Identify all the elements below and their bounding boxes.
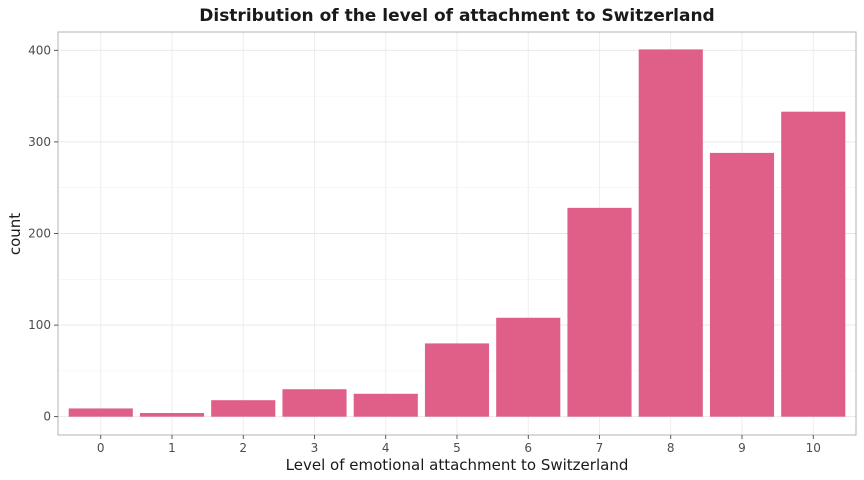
bar-2 [211,400,276,417]
bar-10 [781,111,846,417]
chart-title: Distribution of the level of attachment … [199,6,714,26]
x-tick-label: 4 [382,441,390,455]
bar-1 [139,413,205,417]
y-tick-label: 300 [28,135,51,149]
bar-5 [424,343,490,417]
y-axis: 0 100 200 300 400 [28,43,58,424]
x-tick-label: 6 [524,441,532,455]
y-axis-title: count [6,213,24,255]
bar-7 [567,207,632,417]
x-axis-title: Level of emotional attachment to Switzer… [286,456,629,474]
y-tick-label: 0 [43,410,51,424]
x-tick-label: 1 [168,441,176,455]
bar-8 [638,49,703,417]
x-axis: 0 1 2 3 4 5 6 7 8 9 10 [97,435,821,455]
x-tick-label: 9 [738,441,746,455]
x-tick-label: 2 [239,441,247,455]
bars-layer [68,49,846,417]
bar-4 [353,393,418,417]
bar-3 [282,389,347,417]
y-tick-label: 200 [28,227,51,241]
x-tick-label: 10 [806,441,821,455]
bar-9 [709,152,775,417]
bar-6 [496,317,561,417]
y-tick-label: 100 [28,318,51,332]
x-tick-label: 3 [311,441,319,455]
x-tick-label: 8 [667,441,675,455]
x-tick-label: 7 [596,441,604,455]
y-tick-label: 400 [28,43,51,57]
x-tick-label: 0 [97,441,105,455]
bar-0 [68,408,133,417]
x-tick-label: 5 [453,441,461,455]
